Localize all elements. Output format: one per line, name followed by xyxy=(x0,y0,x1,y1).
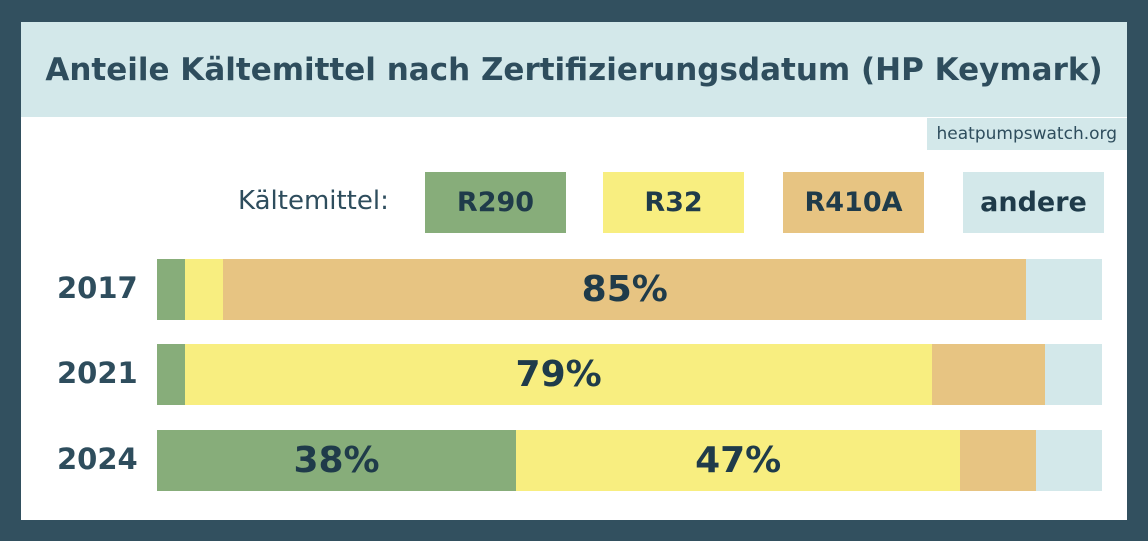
bar-segment-2021-r290 xyxy=(157,344,186,405)
source-label: heatpumpswatch.org xyxy=(926,118,1127,150)
bar-segment-2017-r32 xyxy=(185,259,224,320)
category-label-2021: 2021 xyxy=(57,356,138,390)
bar-segment-2024-r32: 47% xyxy=(516,430,961,491)
bar-2024: 38% 47% xyxy=(157,430,1102,491)
legend-item-r32: R32 xyxy=(603,172,744,233)
legend-title: Kältemittel: xyxy=(238,186,389,216)
bar-segment-2017-r290 xyxy=(157,259,186,320)
bar-segment-2021-r410a xyxy=(931,344,1046,405)
legend-item-r410a: R410A xyxy=(783,172,924,233)
bar-segment-2024-andere xyxy=(1035,430,1102,491)
bar-segment-2021-r32: 79% xyxy=(185,344,932,405)
bar-segment-2017-andere xyxy=(1026,259,1102,320)
bar-segment-2024-r290: 38% xyxy=(157,430,517,491)
category-label-2017: 2017 xyxy=(57,271,138,305)
category-label-2024: 2024 xyxy=(57,442,138,476)
bar-2021: 79% xyxy=(157,344,1102,405)
bar-segment-2024-r410a xyxy=(960,430,1036,491)
legend: Kältemittel: R290 R32 R410A andere xyxy=(21,172,1127,233)
bar-2017: 85% xyxy=(157,259,1102,320)
bar-segment-2017-r410a: 85% xyxy=(223,259,1027,320)
legend-item-andere: andere xyxy=(963,172,1104,233)
title-bar: Anteile Kältemittel nach Zertifizierungs… xyxy=(21,22,1127,117)
chart-title: Anteile Kältemittel nach Zertifizierungs… xyxy=(45,51,1103,88)
chart-card: Anteile Kältemittel nach Zertifizierungs… xyxy=(21,22,1127,520)
legend-item-r290: R290 xyxy=(425,172,566,233)
bar-segment-2021-andere xyxy=(1045,344,1102,405)
